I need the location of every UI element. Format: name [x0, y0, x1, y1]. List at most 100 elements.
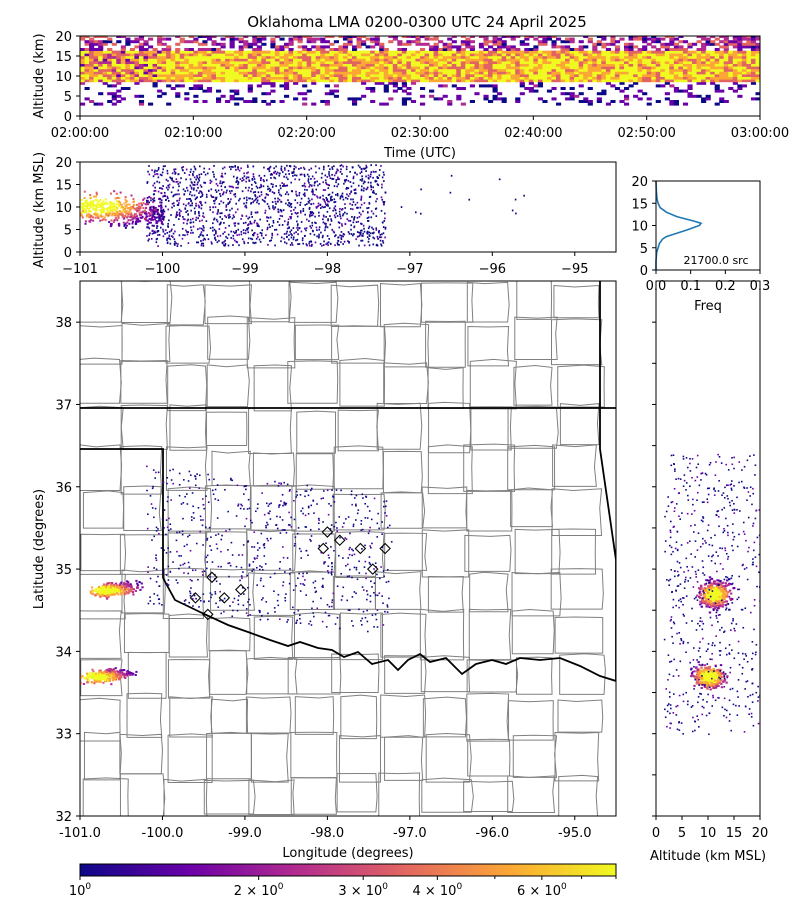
source-point — [381, 187, 383, 189]
time-height-cell — [724, 43, 729, 46]
source-point — [222, 233, 224, 235]
source-point — [355, 238, 357, 240]
source-point — [309, 207, 311, 209]
time-height-cell — [134, 79, 139, 82]
time-height-cell — [98, 77, 103, 80]
time-height-cell — [198, 61, 203, 64]
time-height-cell — [175, 66, 180, 69]
time-height-cell — [474, 53, 479, 56]
time-height-cell — [470, 66, 475, 69]
time-height-cell — [470, 53, 475, 56]
time-height-cell — [388, 77, 393, 80]
time-height-cell — [125, 77, 130, 80]
source-point — [303, 167, 305, 169]
time-height-cell — [221, 43, 226, 46]
time-height-cell — [393, 61, 398, 64]
time-height-cell — [397, 40, 402, 43]
time-height-cell — [642, 74, 647, 77]
time-height-cell — [434, 45, 439, 48]
source-point — [200, 184, 202, 186]
time-height-cell — [647, 97, 652, 100]
time-height-cell — [384, 53, 389, 56]
time-height-cell — [370, 74, 375, 77]
source-point — [167, 189, 169, 191]
source-point — [348, 195, 350, 197]
time-height-cell — [103, 58, 108, 61]
time-height-cell — [538, 56, 543, 59]
source-point — [314, 181, 316, 183]
time-height-cell — [239, 74, 244, 77]
source-point — [292, 175, 294, 177]
time-height-cell — [116, 51, 121, 54]
time-height-cell — [162, 64, 167, 67]
time-height-cell — [94, 103, 99, 106]
county-outline — [249, 573, 296, 616]
source-point — [246, 197, 248, 199]
time-height-cell — [674, 77, 679, 80]
time-height-cell — [148, 38, 153, 41]
time-height-cell — [465, 74, 470, 77]
time-height-cell — [352, 48, 357, 51]
source-point — [300, 174, 302, 176]
source-point — [162, 229, 164, 231]
source-point — [174, 243, 176, 245]
time-height-cell — [121, 58, 126, 61]
time-height-cell — [325, 69, 330, 72]
time-height-cell — [211, 77, 216, 80]
time-height-cell — [411, 82, 416, 85]
source-point — [190, 210, 192, 212]
county-outline — [508, 406, 558, 448]
time-height-cell — [452, 56, 457, 59]
source-point — [227, 198, 229, 200]
county-outline — [421, 283, 472, 322]
source-point — [269, 170, 271, 172]
tick-label: 02:10:00 — [164, 126, 222, 141]
source-point — [316, 229, 318, 231]
source-point — [158, 169, 160, 171]
source-point — [346, 218, 348, 220]
source-point — [164, 165, 166, 167]
time-height-cell — [293, 64, 298, 67]
time-height-cell — [121, 53, 126, 56]
time-height-cell — [479, 77, 484, 80]
time-height-cell — [511, 45, 516, 48]
time-height-cell — [157, 43, 162, 46]
time-height-cell — [302, 48, 307, 51]
source-point — [179, 182, 181, 184]
county-outline — [120, 734, 163, 773]
source-point — [291, 229, 293, 231]
time-height-cell — [561, 51, 566, 54]
time-height-cell — [483, 79, 488, 82]
time-height-cell — [456, 56, 461, 59]
time-height-cell — [556, 58, 561, 61]
time-height-cell — [243, 71, 248, 74]
time-height-cell — [134, 61, 139, 64]
county-outline — [210, 650, 248, 694]
time-height-cell — [533, 58, 538, 61]
time-height-cell — [311, 64, 316, 67]
time-height-cell — [542, 79, 547, 82]
time-height-cell — [515, 66, 520, 69]
source-point — [271, 233, 273, 235]
source-point — [123, 203, 125, 205]
time-height-cell — [257, 40, 262, 43]
source-point — [375, 193, 377, 195]
time-height-cell — [737, 45, 742, 48]
source-point — [290, 182, 292, 184]
source-point — [383, 201, 385, 203]
time-height-cell — [89, 38, 94, 41]
time-height-cell — [298, 58, 303, 61]
time-height-cell — [157, 95, 162, 98]
source-point — [156, 170, 158, 172]
source-point — [88, 208, 90, 210]
time-height-cell — [352, 56, 357, 59]
time-height-cell — [629, 79, 634, 82]
source-point — [296, 221, 298, 223]
time-height-cell — [547, 90, 552, 93]
time-height-cell — [592, 51, 597, 54]
time-height-cell — [411, 64, 416, 67]
source-point — [212, 171, 214, 173]
source-point — [239, 170, 241, 172]
source-point — [379, 236, 381, 238]
time-height-cell — [171, 74, 176, 77]
